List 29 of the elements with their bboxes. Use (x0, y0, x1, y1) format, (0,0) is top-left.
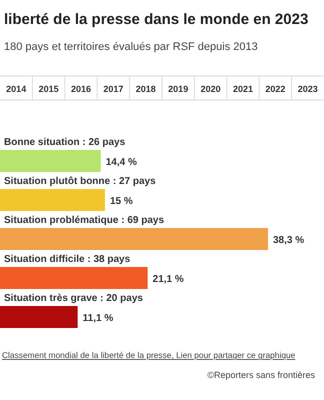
bar (0, 267, 148, 289)
y-tick-label: Situation plutôt bonne : 27 pays (4, 176, 156, 187)
text: 2019 (168, 84, 188, 94)
y-tick-label: Situation difficile : 38 pays (4, 254, 131, 265)
text: 2023 (298, 84, 318, 94)
y-tick-label: Situation problématique : 69 pays (4, 215, 164, 226)
text: 2015 (38, 84, 59, 94)
text: 2014 (6, 84, 26, 94)
data-label: 11,1 % (82, 313, 114, 324)
y-tick-label: Bonne situation : 26 pays (4, 137, 126, 148)
bar (0, 150, 101, 172)
data-label: 38,3 % (273, 235, 304, 246)
bar (0, 306, 78, 328)
chart-title: liberté de la presse dans le monde en 2023 (4, 11, 308, 28)
data-label: 21,1 % (152, 274, 184, 285)
text: 2018 (136, 84, 156, 94)
text: 2017 (103, 84, 124, 94)
text: 2016 (70, 84, 92, 94)
data-label: 15 % (110, 196, 133, 207)
data-label: 14,4 % (106, 157, 138, 168)
chart-subtitle: 180 pays et territoires évalués par RSF depuis 2013 (4, 41, 258, 53)
text: 2022 (265, 84, 286, 94)
y-tick-label: Situation très grave : 20 pays (4, 293, 144, 304)
text: 2021 (232, 84, 254, 94)
text: Classement mondial de la liberté de la presse, Lien pour partager ce graphique (2, 350, 296, 360)
text: ©Reporters sans frontières (207, 370, 316, 380)
bar (0, 228, 268, 250)
bar (0, 189, 105, 211)
text: 2020 (200, 84, 221, 94)
